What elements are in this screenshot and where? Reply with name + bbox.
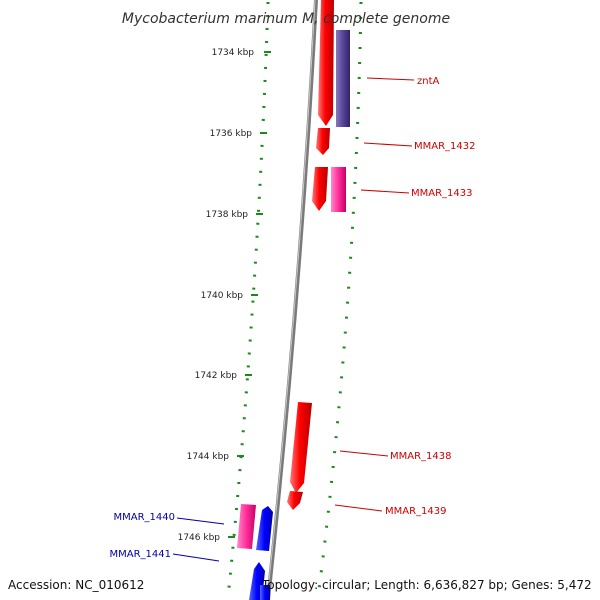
leader-line-mmar-1439 xyxy=(334,504,383,512)
map-title: Mycobacterium marinum M, complete genome xyxy=(122,11,450,27)
tick-label: 1744 kbp xyxy=(187,452,230,462)
tick-label: 1736 kbp xyxy=(210,129,253,139)
gene-label-mmar-1439[interactable]: MMAR_1439 xyxy=(385,506,447,517)
gene-mmar-1432-arrow[interactable] xyxy=(316,128,330,155)
coordinate-ticks: 1734 kbp 1736 kbp 1738 kbp 1740 kbp 1742… xyxy=(178,48,271,543)
gene-zntA-arrow[interactable] xyxy=(318,0,334,126)
gene-label-mmar-1432[interactable]: MMAR_1432 xyxy=(414,141,476,152)
gene-mmar-1433-arrow[interactable] xyxy=(312,167,328,211)
gene-mmar-1439-arrow[interactable] xyxy=(287,491,303,510)
gene-zntA-partner-block[interactable] xyxy=(336,30,350,127)
tick-label: 1734 kbp xyxy=(212,48,255,58)
leader-line-mmar-1432 xyxy=(363,142,413,147)
gene-label-mmar-1438[interactable]: MMAR_1438 xyxy=(390,451,452,462)
gene-label-zntA[interactable]: zntA xyxy=(417,76,440,87)
gene-mmar-1440-arrow[interactable] xyxy=(256,506,273,551)
gene-mmar-1441-partner-block[interactable] xyxy=(260,585,270,600)
leader-line-mmar-1433 xyxy=(360,189,410,194)
accession-text: Accession: NC_010612 xyxy=(8,578,145,592)
genome-backbone xyxy=(266,0,318,600)
gene-mmar-1438-arrow[interactable] xyxy=(290,402,312,493)
genome-backbone-highlight xyxy=(266,0,316,600)
leader-line-zntA xyxy=(366,77,415,81)
tick-label: 1738 kbp xyxy=(206,210,249,220)
tick-label: 1742 kbp xyxy=(195,371,238,381)
gene-leader-lines xyxy=(172,77,415,562)
gene-label-mmar-1441[interactable]: MMAR_1441 xyxy=(110,549,172,560)
tick-label: 1740 kbp xyxy=(201,291,244,301)
tick-label: 1746 kbp xyxy=(178,533,221,543)
topology-text: Topology: circular; Length: 6,636,827 bp… xyxy=(262,578,592,592)
leader-line-mmar-1441 xyxy=(172,553,220,562)
leader-line-mmar-1438 xyxy=(339,450,389,457)
gene-mmar-1440-block[interactable] xyxy=(237,504,256,549)
gene-label-mmar-1433[interactable]: MMAR_1433 xyxy=(411,188,473,199)
gene-labels: zntA MMAR_1432 MMAR_1433 MMAR_1438 MMAR_… xyxy=(110,76,476,560)
leader-line-mmar-1440 xyxy=(176,517,225,525)
gene-label-mmar-1440[interactable]: MMAR_1440 xyxy=(114,512,176,523)
gene-mmar-1433-partner-block[interactable] xyxy=(331,167,346,212)
